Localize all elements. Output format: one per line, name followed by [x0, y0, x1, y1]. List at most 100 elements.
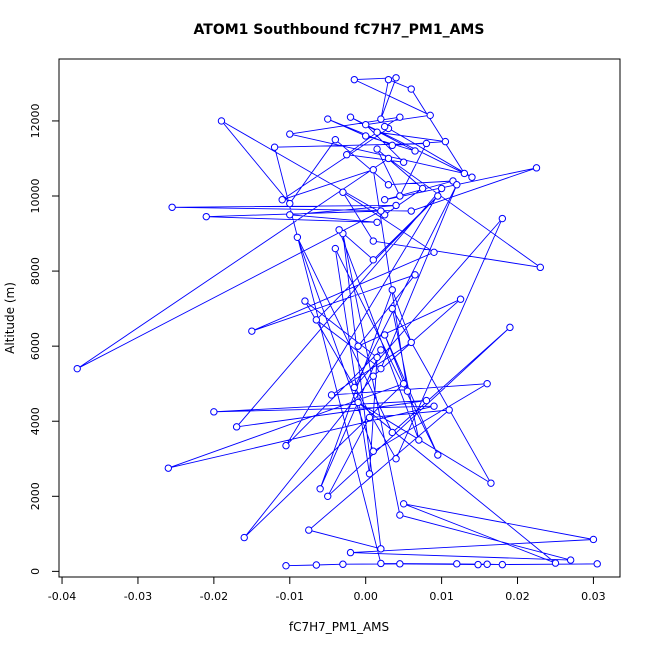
data-point	[437, 184, 446, 193]
data-point	[396, 511, 404, 519]
data-point	[312, 316, 321, 324]
data-point	[331, 244, 340, 253]
data-point	[369, 256, 377, 264]
data-point	[380, 331, 389, 339]
data-point	[388, 286, 396, 294]
data-point	[388, 304, 396, 313]
x-tick-label: -0.03	[124, 590, 152, 603]
data-point	[589, 535, 598, 544]
data-point	[202, 212, 210, 221]
data-point	[468, 173, 476, 181]
data-point	[380, 196, 389, 204]
data-point	[498, 214, 507, 223]
data-point	[373, 145, 381, 153]
data-point	[384, 181, 393, 189]
data-point	[369, 237, 377, 245]
data-point	[369, 166, 377, 174]
data-point	[373, 353, 381, 362]
x-tick-label: 0.02	[505, 590, 530, 603]
y-axis: 0 2000 4000 6000 8000 10000 12000	[29, 103, 59, 575]
x-tick-label: 0.03	[581, 590, 606, 603]
plot-area-frame	[58, 58, 621, 578]
y-tick-label: 6000	[29, 332, 42, 360]
data-point	[305, 526, 313, 534]
y-tick-label: 8000	[29, 257, 42, 285]
series-line	[76, 77, 598, 567]
data-point	[377, 559, 385, 568]
data-point	[324, 115, 332, 123]
data-point	[354, 342, 362, 350]
data-point	[392, 201, 400, 210]
data-point	[487, 479, 495, 487]
data-point	[286, 130, 294, 138]
data-point	[361, 132, 370, 140]
data-point	[399, 158, 408, 166]
data-point	[506, 323, 514, 332]
data-point	[392, 74, 400, 82]
y-tick-label: 4000	[29, 407, 42, 435]
data-point	[377, 545, 385, 553]
data-point	[377, 115, 385, 123]
chart-title: ATOM1 Southbound fC7H7_PM1_AMS	[194, 22, 485, 38]
data-point	[396, 113, 404, 121]
y-tick-label: 2000	[29, 482, 42, 510]
x-tick-label: -0.04	[48, 590, 76, 603]
y-tick-label: 12000	[29, 103, 42, 138]
data-point	[168, 203, 176, 211]
data-point	[377, 207, 385, 215]
data-point	[453, 560, 461, 568]
data-point	[388, 428, 396, 437]
data-point	[365, 470, 374, 478]
data-point	[350, 383, 359, 392]
data-point	[301, 297, 309, 305]
data-point	[392, 455, 400, 463]
data-point	[73, 364, 81, 373]
data-point	[434, 192, 442, 200]
data-point	[316, 485, 324, 493]
data-point	[164, 464, 173, 472]
data-point	[282, 562, 290, 570]
data-point	[270, 143, 279, 151]
x-tick-label: 0.01	[429, 590, 454, 603]
data-point	[377, 364, 385, 373]
data-point	[339, 560, 347, 568]
data-point	[324, 492, 332, 500]
data-point	[483, 379, 491, 388]
data-point	[232, 423, 241, 431]
data-point	[354, 398, 362, 407]
x-tick-label: -0.02	[200, 590, 228, 603]
data-point	[248, 327, 256, 335]
data-point	[399, 500, 408, 508]
data-point	[434, 451, 442, 459]
y-axis-label: Altitude (m)	[3, 282, 17, 354]
data-point	[384, 154, 393, 163]
data-point	[286, 199, 294, 208]
data-point	[240, 533, 248, 542]
data-point	[361, 120, 370, 129]
data-point	[536, 263, 544, 272]
data-point	[331, 136, 340, 144]
data-point	[346, 548, 355, 557]
data-point	[377, 346, 385, 354]
data-point	[399, 379, 408, 388]
data-point	[441, 137, 450, 146]
x-tick-label: 0.00	[353, 590, 378, 603]
series-layer	[73, 74, 601, 570]
data-point	[278, 196, 286, 204]
data-point	[422, 139, 431, 148]
data-point	[483, 560, 491, 568]
data-point	[411, 271, 419, 279]
data-point	[339, 188, 347, 196]
data-point	[217, 117, 226, 125]
y-tick-label: 0	[29, 568, 42, 575]
data-point	[346, 113, 355, 121]
data-point	[474, 560, 482, 569]
data-point	[369, 447, 377, 455]
data-point	[426, 111, 434, 120]
data-point	[388, 141, 396, 150]
data-point	[293, 233, 302, 241]
x-axis-label: fC7H7_PM1_AMS	[289, 620, 389, 634]
data-point	[453, 181, 461, 189]
data-point	[343, 151, 351, 159]
